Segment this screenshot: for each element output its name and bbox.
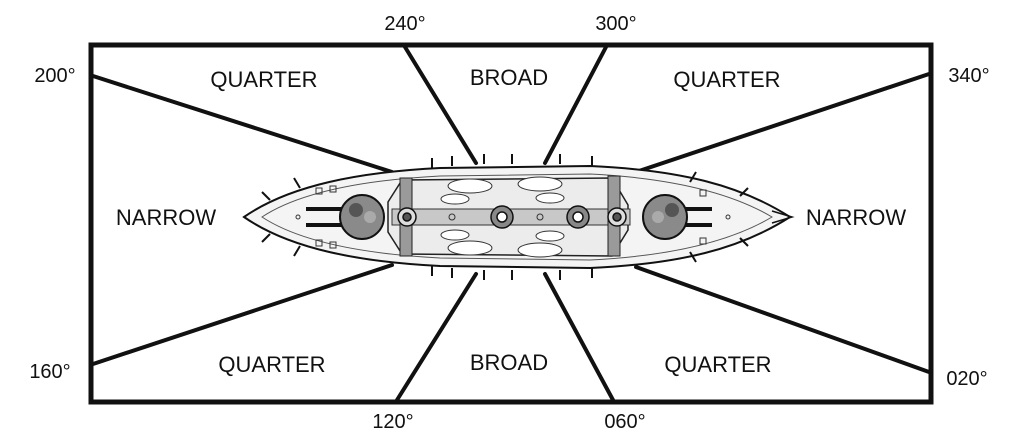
zone-quarter-top-left: QUARTER — [210, 67, 317, 92]
diagram-frame — [88, 42, 934, 405]
line-120 — [395, 272, 478, 402]
deck-fittings — [295, 185, 731, 249]
turret-fore — [642, 194, 712, 240]
bearing-120: 120° — [372, 411, 413, 433]
line-240 — [403, 45, 478, 165]
zone-quarter-bottom-right: QUARTER — [664, 352, 771, 377]
bearing-labels: 200° 240° 300° 340° 160° 120° 060° 020° — [29, 13, 989, 433]
zone-broad-top: BROAD — [470, 65, 548, 90]
bearing-020: 020° — [946, 368, 987, 390]
bearing-160: 160° — [29, 361, 70, 383]
ship-boats — [440, 176, 565, 258]
battleship-top-view — [242, 154, 795, 280]
ship-hull-inner — [261, 173, 773, 261]
line-200 — [91, 74, 394, 174]
line-060 — [543, 272, 615, 402]
sector-lines — [91, 45, 931, 402]
zone-narrow-left: NARROW — [116, 205, 216, 230]
line-300 — [543, 45, 608, 165]
bearing-300: 300° — [595, 13, 636, 35]
bearing-240: 240° — [384, 13, 425, 35]
zone-broad-bottom: BROAD — [470, 350, 548, 375]
side-guns — [261, 154, 749, 280]
zone-labels: QUARTER BROAD QUARTER NARROW NARROW QUAR… — [116, 65, 906, 377]
line-160 — [91, 263, 394, 366]
bow-mark — [771, 210, 795, 224]
bearing-060: 060° — [604, 411, 645, 433]
zone-quarter-bottom-left: QUARTER — [218, 352, 325, 377]
turret-aft — [306, 194, 385, 240]
zone-quarter-top-right: QUARTER — [673, 67, 780, 92]
ship-funnels — [397, 205, 627, 229]
line-020 — [634, 265, 931, 374]
bearing-340: 340° — [948, 65, 989, 87]
line-340 — [634, 72, 931, 174]
zone-narrow-right: NARROW — [806, 205, 906, 230]
bearing-200: 200° — [34, 65, 75, 87]
